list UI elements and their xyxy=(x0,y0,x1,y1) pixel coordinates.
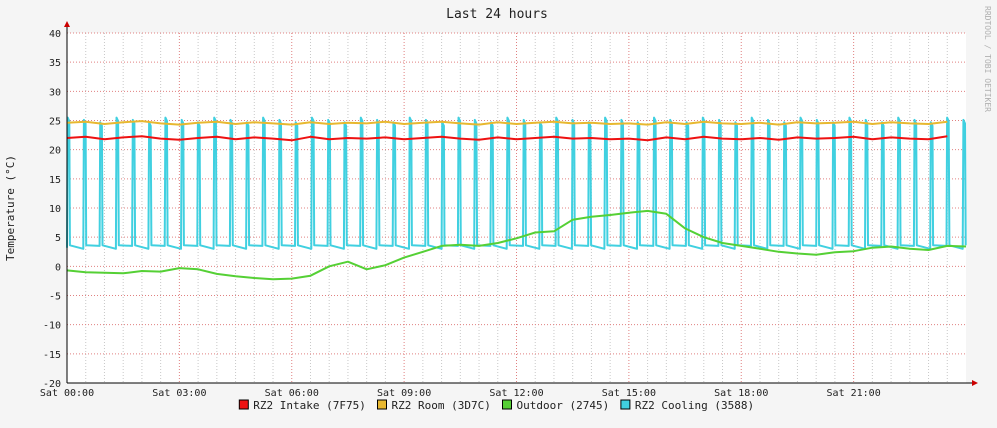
x-tick-labels: Sat 00:00 Sat 03:00 Sat 06:00 Sat 09:00 Sat … xyxy=(40,388,881,399)
y-tick-label: 25 xyxy=(49,117,61,128)
y-tick-label: 35 xyxy=(49,58,61,69)
legend-label-rz2-cooling-3588: RZ2 Cooling (3588) xyxy=(635,399,754,412)
x-tick-label: Sat 09:00 xyxy=(377,388,431,399)
x-axis-arrow xyxy=(972,380,978,386)
legend: RZ2 Intake (7F75) RZ2 Room (3D7C) Outdoor … xyxy=(238,399,754,412)
x-tick-label: Sat 00:00 xyxy=(40,388,94,399)
rrdtool-watermark: RRDTOOL / TOBI OETIKER xyxy=(983,6,992,112)
axes xyxy=(64,21,978,386)
legend-label-outdoor-2745: Outdoor (2745) xyxy=(517,399,610,412)
x-tick-label: Sat 15:00 xyxy=(602,388,656,399)
series-layer xyxy=(66,116,967,281)
chart-title: Last 24 hours xyxy=(446,7,548,22)
legend-swatch-outdoor-2745 xyxy=(502,399,512,410)
y-tick-label: -10 xyxy=(43,321,61,332)
y-tick-labels: 40 35 30 25 20 15 10 5 0 -5 -10 -15 -20 xyxy=(43,29,61,390)
y-tick-label: 40 xyxy=(49,29,61,40)
y-tick-label: 0 xyxy=(55,262,61,273)
y-tick-label: 15 xyxy=(49,175,61,186)
x-tick-label: Sat 21:00 xyxy=(827,388,881,399)
series-line-rz2-intake-7f75 xyxy=(66,135,948,142)
y-axis-label: Temperature (°C) xyxy=(4,155,17,261)
x-tick-label: Sat 06:00 xyxy=(265,388,319,399)
legend-label-rz2-intake-7f75: RZ2 Intake (7F75) xyxy=(253,399,366,412)
y-tick-label: -20 xyxy=(43,379,61,390)
x-tick-label: Sat 18:00 xyxy=(714,388,768,399)
series-line-outdoor-2745 xyxy=(66,209,967,281)
series-line-rz2-room-3d7c xyxy=(66,120,948,126)
y-tick-label: -15 xyxy=(43,350,61,361)
y-tick-label: 20 xyxy=(49,146,61,157)
y-tick-label: -5 xyxy=(49,292,61,303)
y-tick-label: 30 xyxy=(49,87,61,98)
x-tick-label: Sat 03:00 xyxy=(152,388,206,399)
x-tick-label: Sat 12:00 xyxy=(489,388,543,399)
legend-label-rz2-room-3d7c: RZ2 Room (3D7C) xyxy=(392,399,491,412)
y-tick-label: 5 xyxy=(55,233,61,244)
legend-swatch-rz2-intake-7f75 xyxy=(238,399,249,410)
y-axis-arrow xyxy=(64,21,70,27)
y-tick-label: 10 xyxy=(49,204,61,215)
legend-swatch-rz2-room-3d7c xyxy=(377,399,387,410)
legend-swatch-rz2-cooling-3588 xyxy=(620,399,631,410)
